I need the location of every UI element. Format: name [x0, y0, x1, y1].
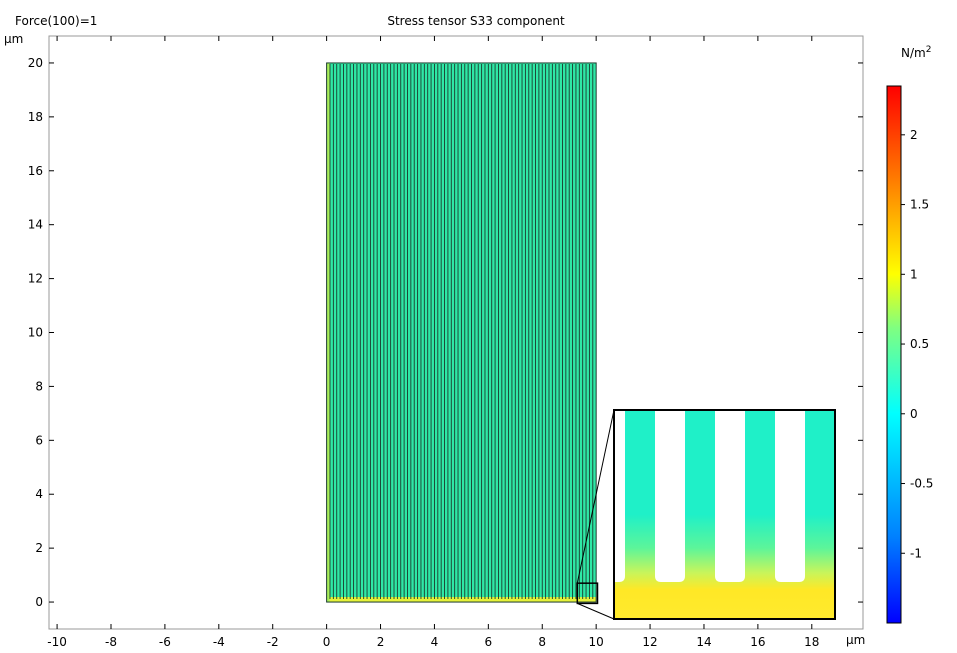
y-tick-label: 10 [28, 326, 43, 340]
colorbar-tick-label: -1 [910, 546, 922, 560]
y-tick-label: 12 [28, 272, 43, 286]
domain-outline [326, 62, 597, 603]
inset-slot [715, 410, 745, 582]
zoom-indicator [576, 409, 615, 620]
inset-slot [655, 410, 685, 582]
x-tick-label: 6 [485, 635, 493, 649]
colorbar-gradient [886, 85, 902, 624]
x-tick-label: 10 [589, 635, 604, 649]
x-tick-label: 8 [538, 635, 546, 649]
y-axis-unit: µm [4, 32, 23, 46]
x-tick-label: 4 [431, 635, 439, 649]
colorbar-tick-label: 1.5 [910, 198, 929, 212]
x-tick-label: -4 [213, 635, 225, 649]
y-tick-label: 0 [35, 595, 43, 609]
colorbar-unit-exponent: 2 [926, 45, 932, 55]
x-axis-unit: µm [846, 633, 865, 647]
y-tick-label: 14 [28, 218, 43, 232]
y-axis: 0 2 4 6 8 10 12 14 16 18 20 [28, 56, 863, 609]
colorbar-unit-base: N/m [901, 46, 926, 60]
y-tick-label: 16 [28, 164, 43, 178]
colorbar-tick-label: 1 [910, 267, 918, 281]
y-tick-label: 18 [28, 110, 43, 124]
comb-structure [326, 62, 597, 603]
y-tick-label: 8 [35, 379, 43, 393]
zoom-inset [613, 409, 836, 620]
x-tick-label: 0 [323, 635, 331, 649]
x-tick-label: 2 [377, 635, 385, 649]
x-tick-label: -6 [159, 635, 171, 649]
colorbar-tick-label: 0.5 [910, 337, 929, 351]
inset-frame [613, 409, 836, 620]
y-tick-label: 2 [35, 541, 43, 555]
domain-base [326, 597, 597, 603]
zoom-box [576, 582, 599, 605]
x-tick-label: 16 [750, 635, 765, 649]
colorbar-tick-label: 0 [910, 407, 918, 421]
y-tick-label: 6 [35, 433, 43, 447]
inset-slot [775, 410, 805, 582]
parameter-label: Force(100)=1 [15, 14, 97, 28]
y-tick-label: 20 [28, 56, 43, 70]
x-tick-label: 18 [804, 635, 819, 649]
inset-slot-partial [614, 410, 625, 582]
domain-left-edge [326, 62, 330, 603]
x-tick-label: -10 [47, 635, 67, 649]
x-tick-label: 14 [696, 635, 711, 649]
colorbar-tick-label: 2 [910, 128, 918, 142]
x-tick-label: 12 [642, 635, 657, 649]
zoom-connector-top [576, 409, 615, 584]
zoom-connector-bottom [577, 602, 615, 620]
y-tick-label: 4 [35, 487, 43, 501]
colorbar-tick-label: -0.5 [910, 477, 933, 491]
colorbar: N/m2 -1-0.500.511.52 [886, 45, 933, 624]
chart-title: Stress tensor S33 component [387, 14, 565, 28]
x-tick-label: -8 [105, 635, 117, 649]
x-tick-label: -2 [267, 635, 279, 649]
x-axis: -10 -8 -6 -4 -2 0 2 4 6 8 10 12 14 16 18 [47, 36, 819, 649]
colorbar-unit: N/m2 [901, 45, 931, 60]
